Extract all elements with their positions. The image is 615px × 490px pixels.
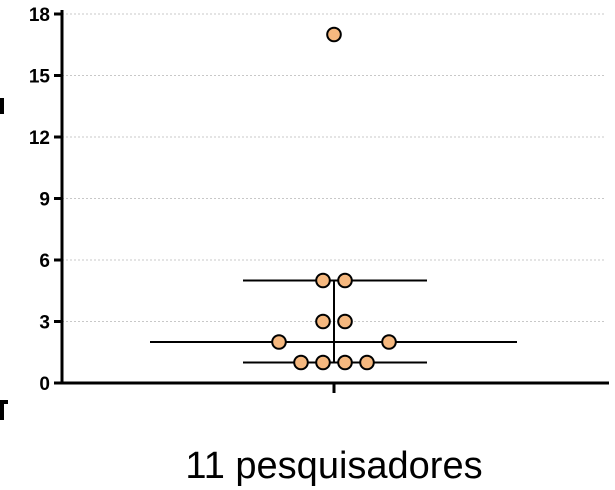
edge-mark-top: [0, 98, 4, 114]
tick-labels: 0 3 6 9 12 15 18: [29, 5, 51, 395]
data-point: [337, 272, 353, 289]
data-point: [381, 334, 397, 350]
summary-bars: [150, 279, 517, 364]
y-tick-label: 9: [39, 190, 50, 211]
edge-mark-bottom: [0, 400, 8, 420]
data-point: [315, 354, 331, 371]
grid-lines: [62, 13, 606, 322]
data-point: [337, 313, 353, 330]
y-tick-label: 15: [29, 67, 51, 88]
axes: [54, 10, 609, 393]
data-point: [271, 334, 287, 350]
data-point: [337, 354, 353, 371]
y-tick-label: 0: [39, 374, 50, 395]
category-label: 11 pesquisadores: [185, 445, 482, 487]
data-point: [293, 354, 309, 371]
data-point: [315, 272, 331, 289]
data-point: [359, 354, 375, 371]
y-tick-label: 6: [39, 251, 50, 272]
y-tick-label: 12: [29, 128, 50, 149]
data-points: [271, 26, 397, 371]
data-point: [315, 313, 331, 330]
data-point: [326, 26, 342, 43]
y-tick-label: 3: [39, 313, 50, 334]
y-tick-label: 18: [29, 5, 50, 26]
